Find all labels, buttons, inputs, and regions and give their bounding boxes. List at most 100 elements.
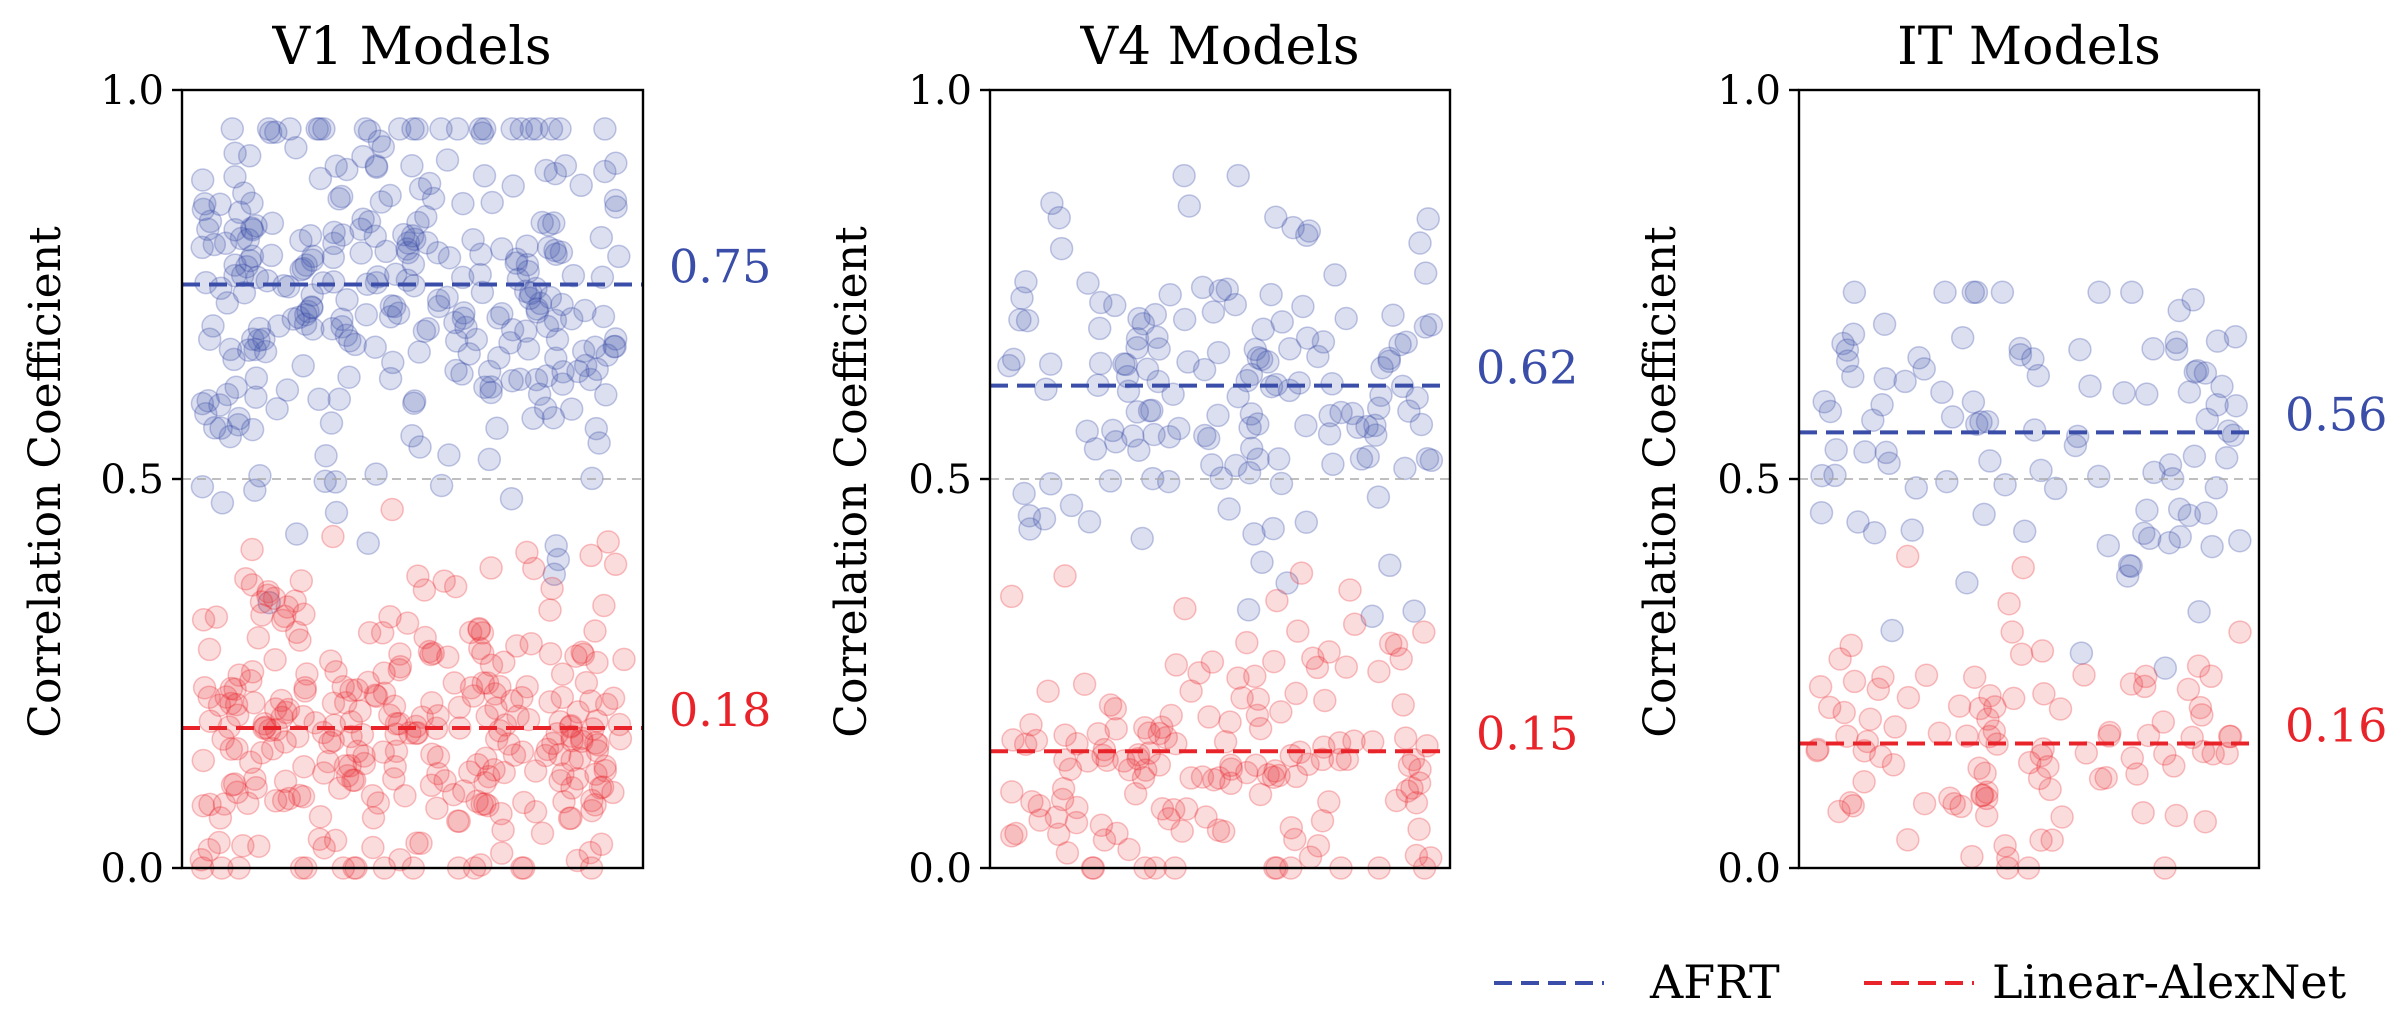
afrt-point bbox=[559, 397, 584, 421]
alexnet-point bbox=[1947, 694, 1972, 718]
afrt-point bbox=[573, 298, 597, 323]
afrt-point bbox=[1098, 469, 1123, 493]
afrt-point bbox=[248, 464, 272, 488]
afrt-point bbox=[196, 389, 220, 413]
afrt-point bbox=[235, 254, 259, 279]
afrt-point bbox=[197, 327, 222, 351]
alexnet-point bbox=[436, 645, 460, 669]
alexnet-point bbox=[207, 830, 231, 855]
afrt-point bbox=[1363, 413, 1387, 438]
alexnet-point bbox=[1024, 728, 1049, 753]
alexnet-mean-label: 0.15 bbox=[1476, 706, 1578, 760]
alexnet-point bbox=[291, 704, 315, 729]
alexnet-point bbox=[488, 674, 512, 699]
alexnet-point bbox=[1284, 764, 1309, 789]
afrt-point bbox=[542, 211, 566, 235]
afrt-point bbox=[229, 226, 254, 251]
alexnet-point bbox=[1978, 683, 2002, 708]
afrt-point bbox=[1125, 400, 1150, 424]
afrt-point bbox=[584, 416, 609, 441]
alexnet-point bbox=[1974, 786, 1999, 811]
alexnet-point bbox=[1058, 757, 1083, 781]
afrt-point bbox=[392, 222, 416, 247]
afrt-point bbox=[364, 462, 388, 486]
alexnet-point bbox=[1202, 767, 1226, 792]
afrt-point bbox=[351, 207, 375, 231]
afrt-point bbox=[1075, 419, 1099, 443]
alexnet-point bbox=[589, 832, 614, 857]
afrt-point bbox=[2187, 599, 2211, 624]
alexnet-point bbox=[1218, 710, 1242, 734]
legend-item-linear-alexnet: Linear-AlexNet bbox=[1864, 955, 2347, 1009]
afrt-point bbox=[218, 424, 243, 449]
alexnet-point bbox=[2030, 639, 2055, 663]
afrt-point bbox=[1349, 447, 1374, 471]
afrt-point bbox=[218, 337, 243, 362]
alexnet-point bbox=[515, 674, 539, 699]
afrt-point bbox=[1907, 346, 1931, 370]
afrt-point bbox=[2228, 528, 2252, 553]
alexnet-point bbox=[271, 608, 295, 633]
afrt-point bbox=[2078, 374, 2102, 398]
afrt-point bbox=[1346, 415, 1370, 440]
y-tick-label: 0.5 bbox=[100, 457, 164, 503]
afrt-point bbox=[516, 337, 541, 361]
afrt-point bbox=[252, 327, 276, 351]
alexnet-point bbox=[372, 661, 396, 685]
alexnet-point bbox=[348, 699, 372, 723]
alexnet-point bbox=[236, 791, 260, 816]
alexnet-point bbox=[471, 671, 496, 695]
alexnet-point bbox=[1065, 795, 1089, 820]
afrt-point bbox=[330, 314, 354, 339]
scatter-points bbox=[1805, 280, 2252, 880]
alexnet-point bbox=[383, 754, 407, 779]
afrt-point bbox=[240, 417, 265, 442]
afrt-point bbox=[1259, 282, 1283, 307]
alexnet-point bbox=[1256, 763, 1280, 787]
afrt-point bbox=[1381, 303, 1405, 327]
alexnet-point bbox=[1395, 779, 1420, 803]
afrt-point bbox=[470, 280, 495, 305]
afrt-point bbox=[240, 217, 265, 242]
afrt-point bbox=[2177, 503, 2202, 528]
alexnet-point bbox=[1855, 729, 1880, 754]
afrt-point bbox=[1208, 279, 1233, 303]
afrt-point bbox=[1904, 476, 1929, 500]
alexnet-point bbox=[446, 809, 470, 833]
afrt-point bbox=[535, 314, 560, 339]
alexnet-point bbox=[538, 598, 562, 622]
afrt-point bbox=[190, 235, 214, 260]
afrt-point bbox=[550, 372, 575, 396]
afrt-point bbox=[1087, 316, 1112, 341]
afrt-point bbox=[1870, 392, 1894, 417]
alexnet-point bbox=[1310, 808, 1335, 833]
afrt-point bbox=[265, 396, 289, 421]
afrt-point bbox=[1366, 485, 1391, 509]
afrt-point bbox=[1251, 317, 1275, 342]
afrt-point bbox=[2112, 381, 2136, 405]
afrt-point bbox=[437, 443, 461, 467]
afrt-point bbox=[480, 190, 504, 215]
alexnet-point bbox=[275, 595, 300, 619]
alexnet-point bbox=[318, 730, 342, 755]
afrt-point bbox=[1317, 422, 1342, 446]
alexnet-point bbox=[533, 743, 558, 768]
afrt-point bbox=[1364, 423, 1388, 447]
afrt-point bbox=[240, 327, 265, 351]
alexnet-point bbox=[2072, 663, 2096, 687]
afrt-point bbox=[593, 117, 617, 141]
afrt-point bbox=[191, 197, 216, 222]
afrt-point bbox=[351, 144, 375, 169]
alexnet-point bbox=[565, 767, 590, 791]
alexnet-mean-label: 0.16 bbox=[2285, 699, 2387, 753]
alexnet-point bbox=[2199, 664, 2223, 689]
afrt-point bbox=[1416, 207, 1440, 231]
alexnet-point bbox=[1103, 697, 1128, 721]
afrt-point bbox=[1933, 280, 1957, 305]
afrt-point bbox=[338, 328, 362, 353]
alexnet-point bbox=[2151, 710, 2176, 734]
afrt-point bbox=[357, 209, 382, 234]
afrt-point bbox=[444, 329, 469, 353]
afrt-point bbox=[201, 314, 225, 338]
afrt-point bbox=[1823, 463, 1847, 488]
